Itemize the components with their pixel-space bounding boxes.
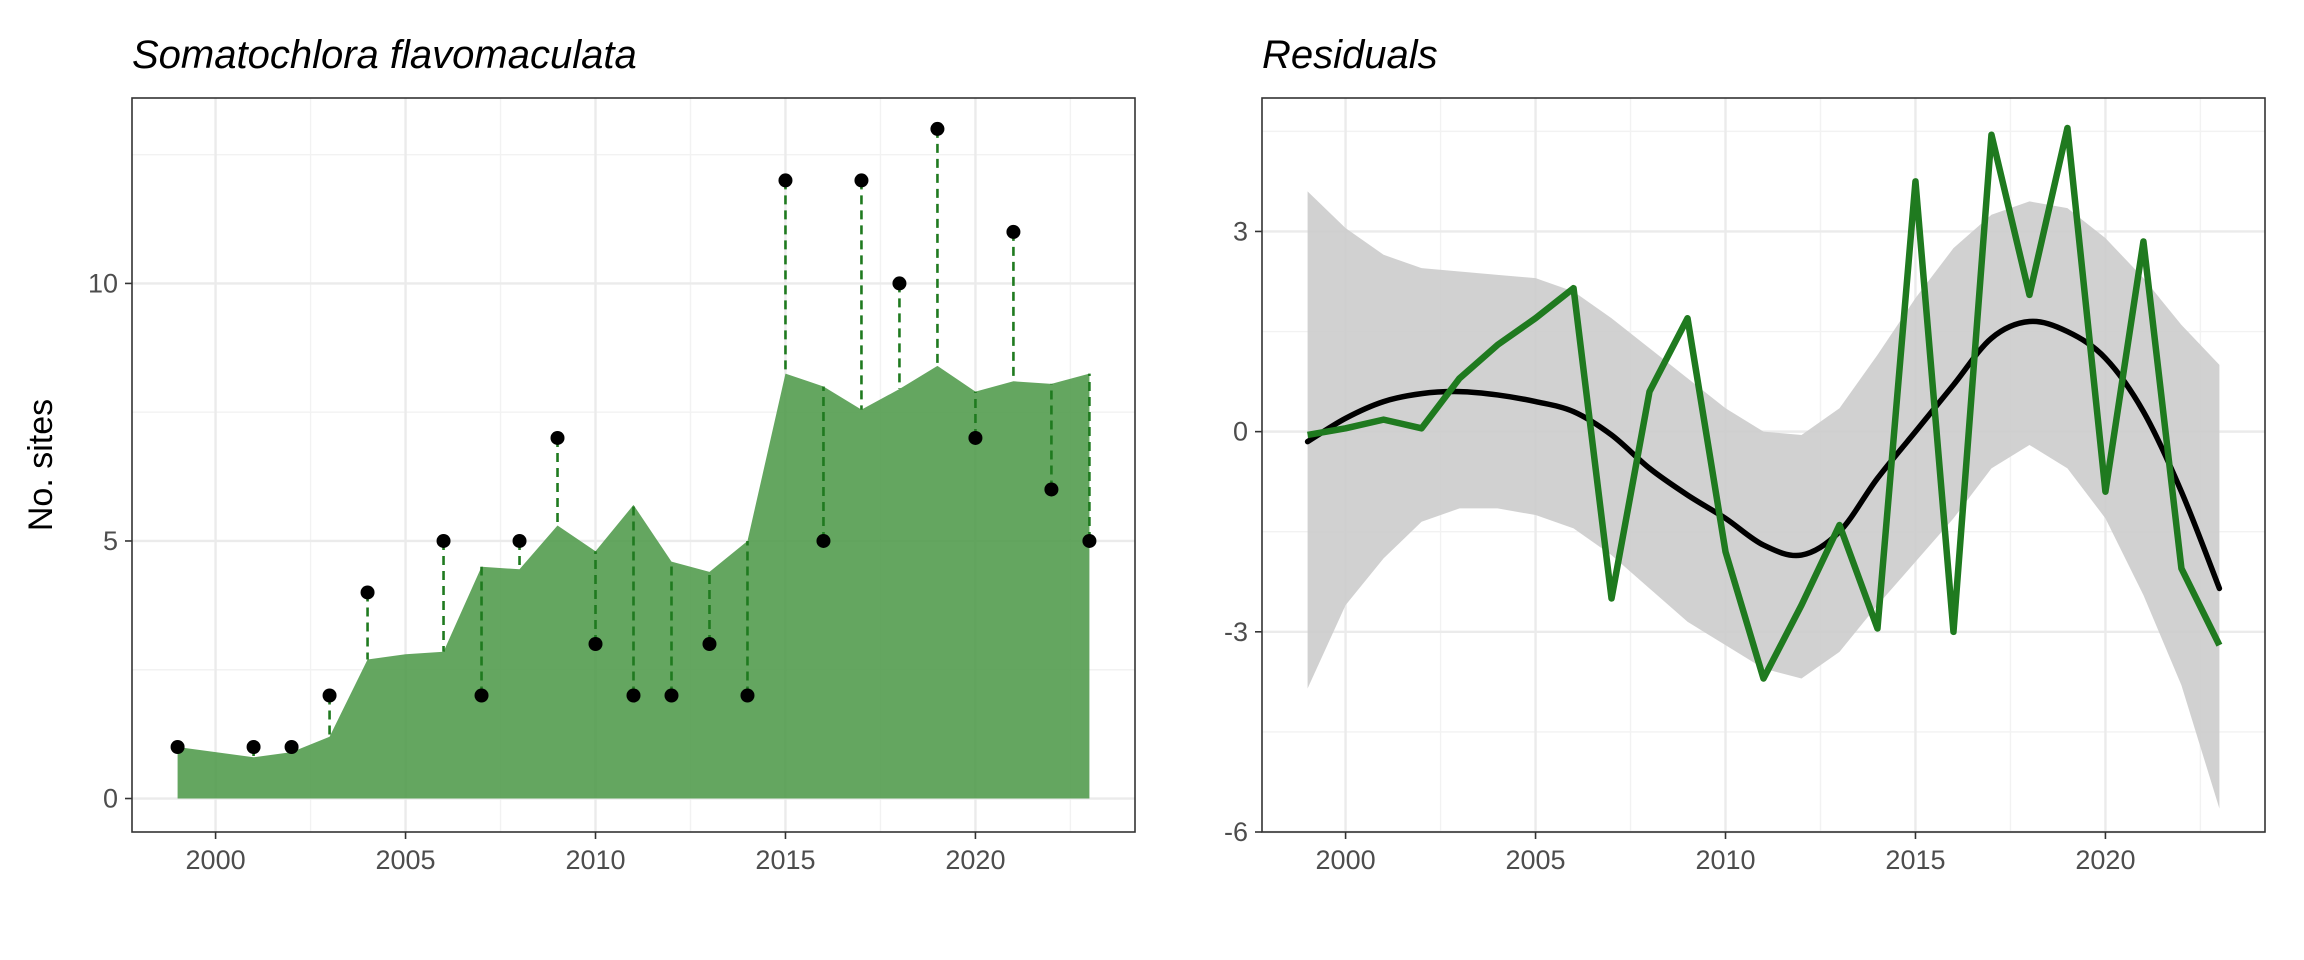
- observed-point: [816, 533, 831, 548]
- y-tick-label: 0: [103, 784, 118, 814]
- observed-point: [588, 636, 603, 651]
- observed-point: [626, 688, 641, 703]
- y-tick-label: 5: [103, 526, 118, 556]
- observed-point: [246, 740, 261, 755]
- observed-point: [1044, 482, 1059, 497]
- residual-series-line: [1307, 124, 2223, 682]
- x-tick-label: 2000: [1316, 845, 1376, 875]
- x-tick-label: 2000: [186, 845, 246, 875]
- observed-point: [474, 688, 489, 703]
- observed-point: [930, 121, 945, 136]
- observed-point: [550, 430, 565, 445]
- observed-point: [1006, 224, 1021, 239]
- data-marks: [170, 121, 1097, 799]
- x-tick-label: 2010: [565, 845, 625, 875]
- observed-point: [322, 688, 337, 703]
- chart-panel-residuals: Residuals 2000 2005 2010 2015 2020 -6 -3 0 3: [1224, 33, 2266, 875]
- y-tick-label: 10: [88, 268, 118, 298]
- x-tick-label: 2005: [376, 845, 436, 875]
- panel-border: [1261, 97, 2266, 833]
- observed-point: [1082, 533, 1097, 548]
- smooth-trend-line: [1304, 318, 2223, 592]
- y-tick-label: -6: [1224, 817, 1248, 847]
- observed-point: [702, 636, 717, 651]
- y-tick-label: 3: [1233, 216, 1248, 246]
- x-axis: 2000 2005 2010 2015 2020: [1316, 832, 2135, 875]
- observed-point: [360, 585, 375, 600]
- observed-point: [968, 430, 983, 445]
- observed-point: [284, 740, 299, 755]
- observed-point: [778, 173, 793, 188]
- y-axis: 0 5 10: [88, 268, 132, 814]
- x-axis: 2000 2005 2010 2015 2020: [186, 832, 1005, 875]
- observed-point: [740, 688, 755, 703]
- observed-point: [436, 533, 451, 548]
- x-tick-label: 2015: [755, 845, 815, 875]
- x-tick-label: 2020: [945, 845, 1005, 875]
- x-tick-label: 2020: [2075, 845, 2135, 875]
- confidence-ribbon: [1307, 191, 2220, 809]
- observed-point: [170, 740, 185, 755]
- data-marks: [1304, 124, 2223, 809]
- x-tick-label: 2010: [1695, 845, 1755, 875]
- chart-title: Somatochlora flavomaculata: [132, 33, 637, 77]
- x-tick-label: 2005: [1506, 845, 1566, 875]
- observed-point: [512, 533, 527, 548]
- y-tick-label: -3: [1224, 617, 1248, 647]
- y-tick-label: 0: [1233, 417, 1248, 447]
- observed-point: [664, 688, 679, 703]
- x-tick-label: 2015: [1885, 845, 1945, 875]
- y-axis: -6 -3 0 3: [1224, 216, 1262, 847]
- y-axis-title: No. sites: [22, 399, 60, 531]
- chart-title: Residuals: [1262, 33, 1438, 77]
- observed-point: [854, 173, 869, 188]
- observed-point: [892, 276, 907, 291]
- panel-border: [131, 97, 1136, 833]
